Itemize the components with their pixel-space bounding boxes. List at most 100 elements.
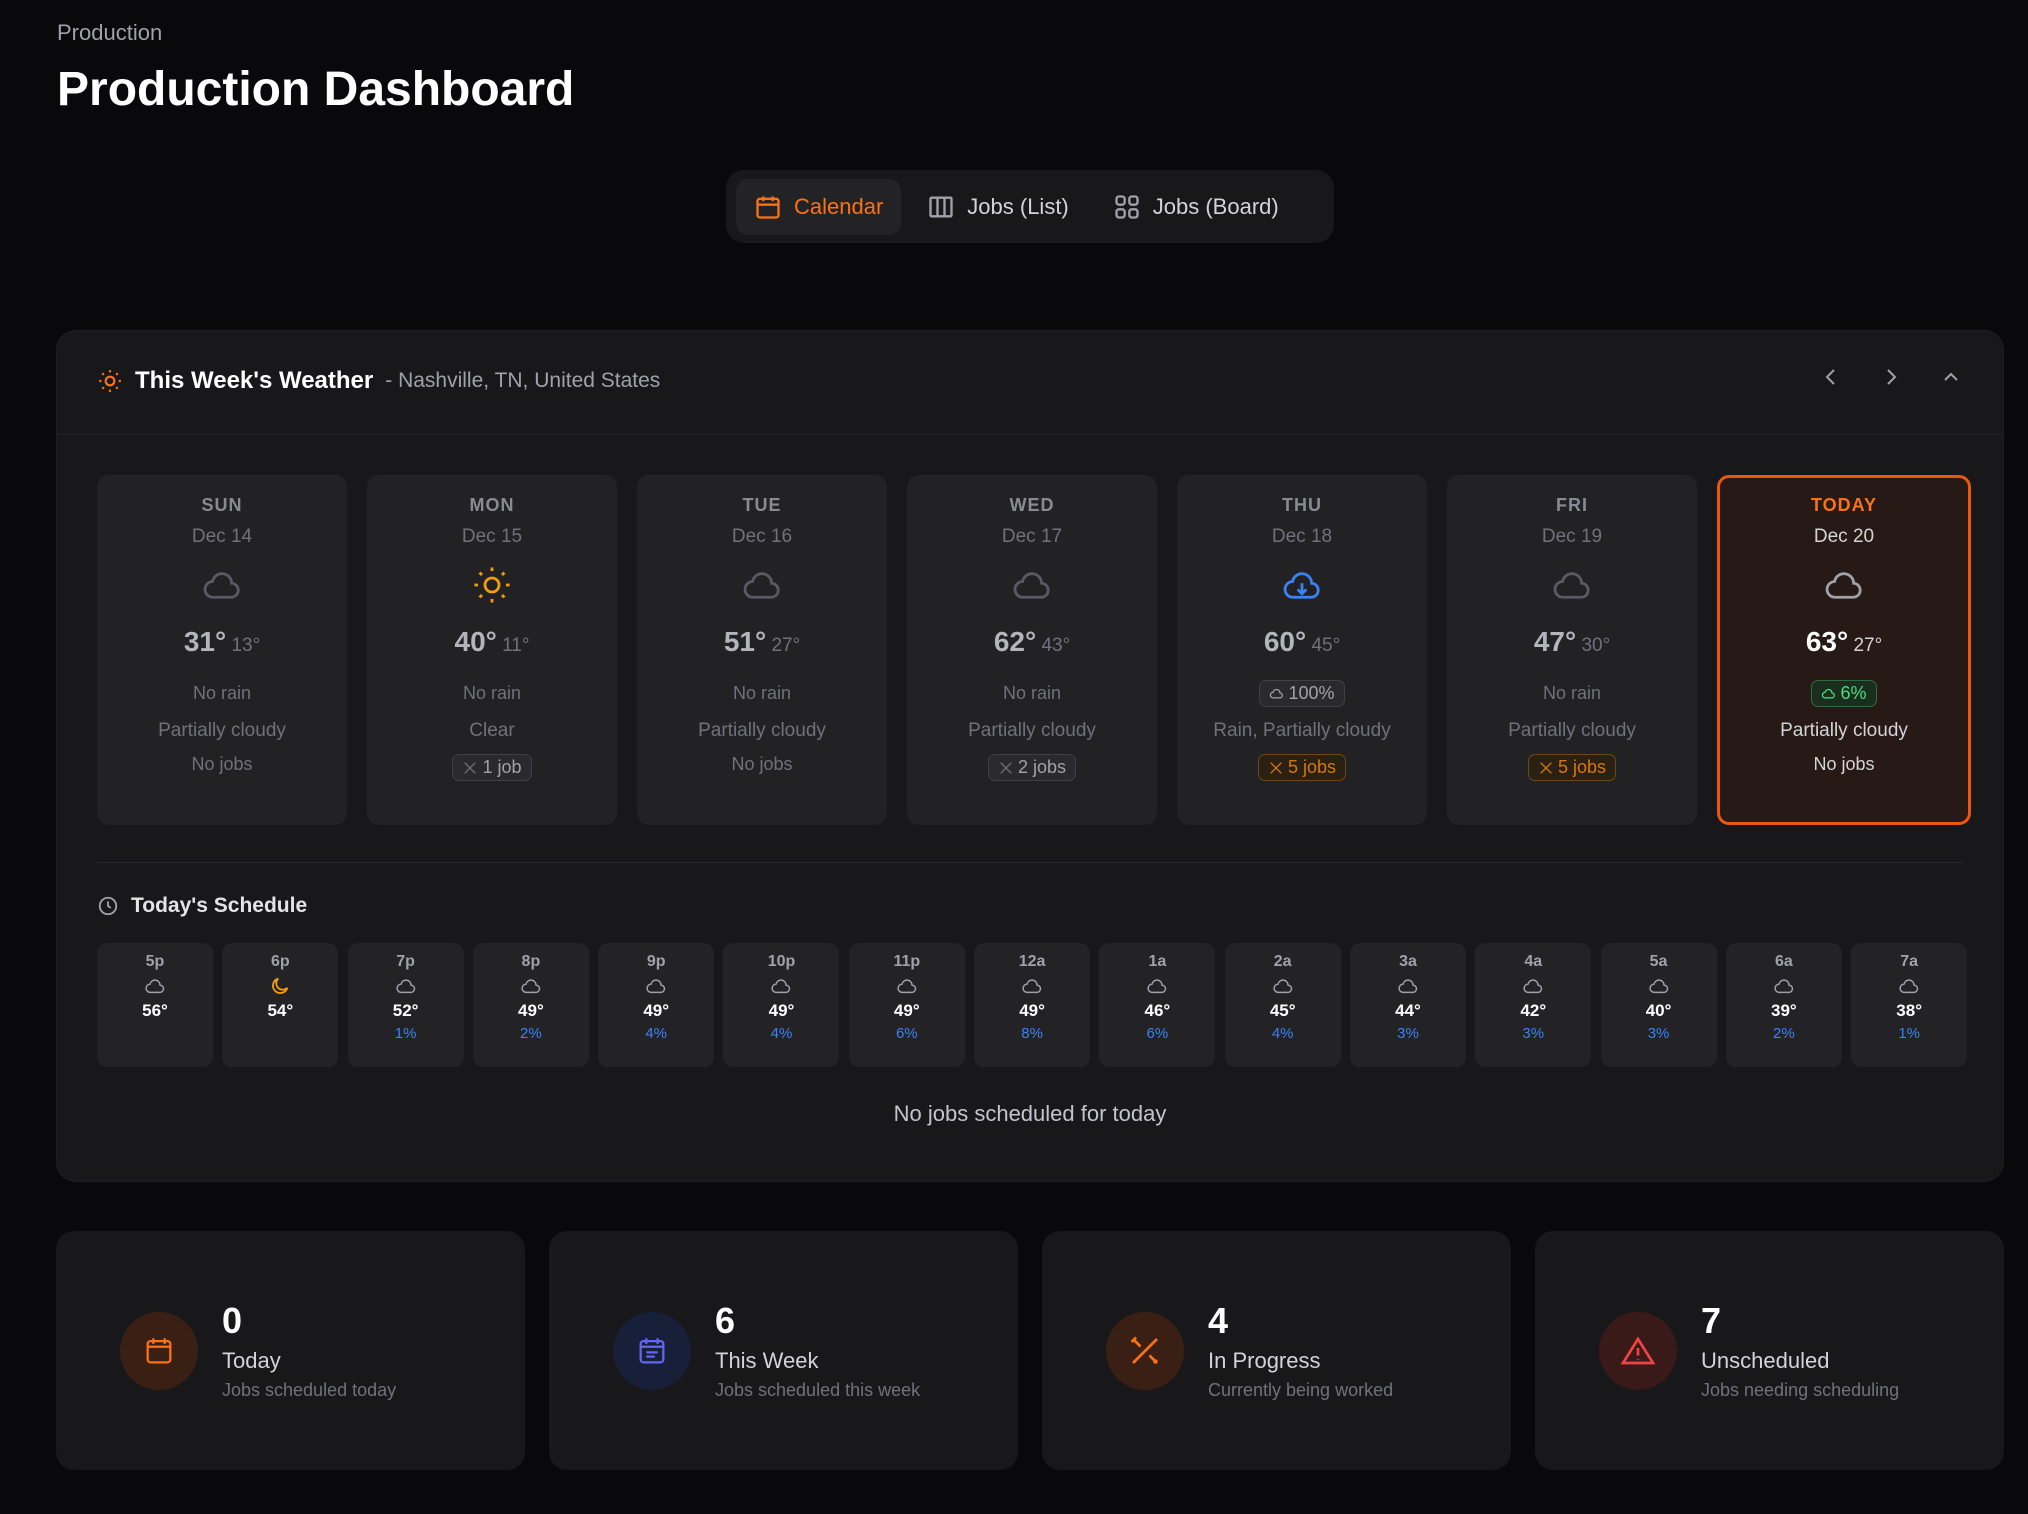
hour-precip: 3% [1397,1025,1419,1042]
hour-precip: 3% [1522,1025,1545,1042]
tools-icon [1000,761,1012,774]
stat-icon-circle [1599,1311,1677,1390]
stat-card[interactable]: 0 Today Jobs scheduled today [56,1231,525,1470]
hour-card: 10p 49° 4% [723,943,840,1067]
tab-calendar[interactable]: Calendar [736,178,902,235]
calendar-week-icon [639,1337,665,1363]
jobs-badge[interactable]: 1 job [452,754,532,781]
cloud-icon [203,572,240,599]
hour-card: 7a 38° 1% [1851,943,1968,1067]
collapse-button[interactable] [1939,365,1963,389]
stat-label: In Progress [1208,1348,1321,1373]
hour-card: 1a 46° 6% [1099,943,1216,1067]
hour-temp: 39° [1771,1001,1797,1020]
high-temp: 47° [1533,626,1577,657]
day-card[interactable]: SUN Dec 14 31° 13° No rain Partially clo… [97,475,347,825]
condition: Clear [469,720,515,741]
jobs-badge[interactable]: 2 jobs [987,754,1077,781]
hour-precip: 4% [645,1025,668,1042]
hour-precip: 2% [1773,1025,1795,1042]
page-title: Production Dashboard [57,63,575,116]
hour-temp: 40° [1645,1001,1672,1020]
no-jobs-message: No jobs scheduled for today [893,1101,1167,1126]
tab-label: Calendar [794,193,884,219]
jobs-text: No jobs [1813,754,1875,774]
day-cards: SUN Dec 14 31° 13° No rain Partially clo… [97,475,1971,825]
sun-icon [99,370,121,392]
day-card[interactable]: TUE Dec 16 51° 27° No rain Partially clo… [637,475,887,825]
cloud-icon [1774,979,1794,994]
hour-card: 6a 39° 2% [1725,943,1842,1067]
stat-card[interactable]: 6 This Week Jobs scheduled this week [549,1231,1018,1470]
day-card[interactable]: THU Dec 18 60° 45° 100% Rain, Partially … [1177,475,1427,825]
hour-card: 3a 44° 3% [1349,943,1466,1067]
hour-label: 8p [521,953,541,970]
condition: Partially cloudy [1780,720,1908,741]
cloud-icon [1013,572,1050,599]
jobs-badge[interactable]: 5 jobs [1527,754,1617,781]
next-week-button[interactable] [1879,365,1903,389]
calendar-icon [756,196,780,219]
hour-label: 12a [1018,953,1046,970]
day-date: Dec 18 [1271,526,1333,547]
hour-label: 3a [1399,953,1417,970]
jobs-text: No jobs [731,754,793,774]
hour-label: 6p [270,953,290,970]
low-temp: 11° [502,635,530,656]
cloud-icon [1273,979,1292,994]
stat-subtitle: Currently being worked [1208,1380,1394,1400]
hour-card: 12a 49° 8% [974,943,1091,1067]
rain-drop-icon [1270,688,1284,698]
prev-week-button[interactable] [1819,365,1843,389]
hour-temp: 44° [1395,1001,1421,1020]
jobs-badge[interactable]: 5 jobs [1257,754,1347,781]
day-name: MON [469,495,515,515]
tab-jobs-board[interactable]: Jobs (Board) [1095,179,1297,235]
hour-card: 11p 49° 6% [848,943,965,1067]
hour-label: 5a [1649,953,1668,970]
chevron-right-icon [1887,369,1897,385]
hour-card: 5a 40° 3% [1600,943,1717,1067]
hour-card: 5p 56° [97,943,213,1067]
low-temp: 27° [771,635,801,656]
stat-card[interactable]: 7 Unscheduled Jobs needing scheduling [1535,1231,2004,1470]
hour-label: 5p [145,953,165,970]
day-card[interactable]: WED Dec 17 62° 43° No rain Partially clo… [907,475,1157,825]
cloud-icon [1825,572,1862,599]
day-name: TODAY [1810,495,1878,515]
moon-icon [272,977,289,994]
stat-subtitle: Jobs scheduled this week [715,1380,921,1400]
tab-jobs-list[interactable]: Jobs (List) [909,179,1086,235]
hour-precip: 4% [1271,1025,1294,1042]
cloud-icon [1022,979,1042,994]
hour-card: 8p 49° 2% [472,943,589,1067]
day-card[interactable]: FRI Dec 19 47° 30° No rain Partially clo… [1447,475,1697,825]
rain-text: No rain [1002,682,1062,703]
hour-precip: 1% [1898,1025,1920,1042]
hour-temp: 52° [392,1001,419,1020]
day-card[interactable]: TODAY Dec 20 63° 27° 6% Partially cloudy… [1717,475,1971,825]
hour-label: 6a [1774,953,1793,970]
stat-value: 7 [1701,1300,1722,1341]
day-name: FRI [1556,495,1588,515]
stat-card[interactable]: 4 In Progress Currently being worked [1042,1231,1511,1470]
hour-temp: 56° [142,1001,168,1020]
condition: Partially cloudy [698,720,826,741]
cloud-icon [1398,979,1418,994]
day-name: WED [1009,495,1055,515]
hour-temp: 49° [643,1001,670,1020]
weather-title: This Week's Weather [135,367,374,394]
tools-icon [464,761,477,774]
hour-label: 9p [646,953,666,970]
tab-label: Jobs (Board) [1152,193,1279,219]
hour-temp: 49° [893,1001,920,1020]
day-card[interactable]: MON Dec 15 40° 11° No rain Clear 1 job [367,475,617,825]
stat-label: Unscheduled [1701,1348,1830,1373]
grid-icon [1115,194,1139,219]
cloud-icon [1553,572,1590,599]
day-date: Dec 20 [1813,526,1875,547]
stat-icon-circle [1106,1311,1184,1390]
rain-drop-icon [1822,688,1836,698]
rain-text: No rain [462,682,522,703]
cloud-icon [1523,979,1543,994]
